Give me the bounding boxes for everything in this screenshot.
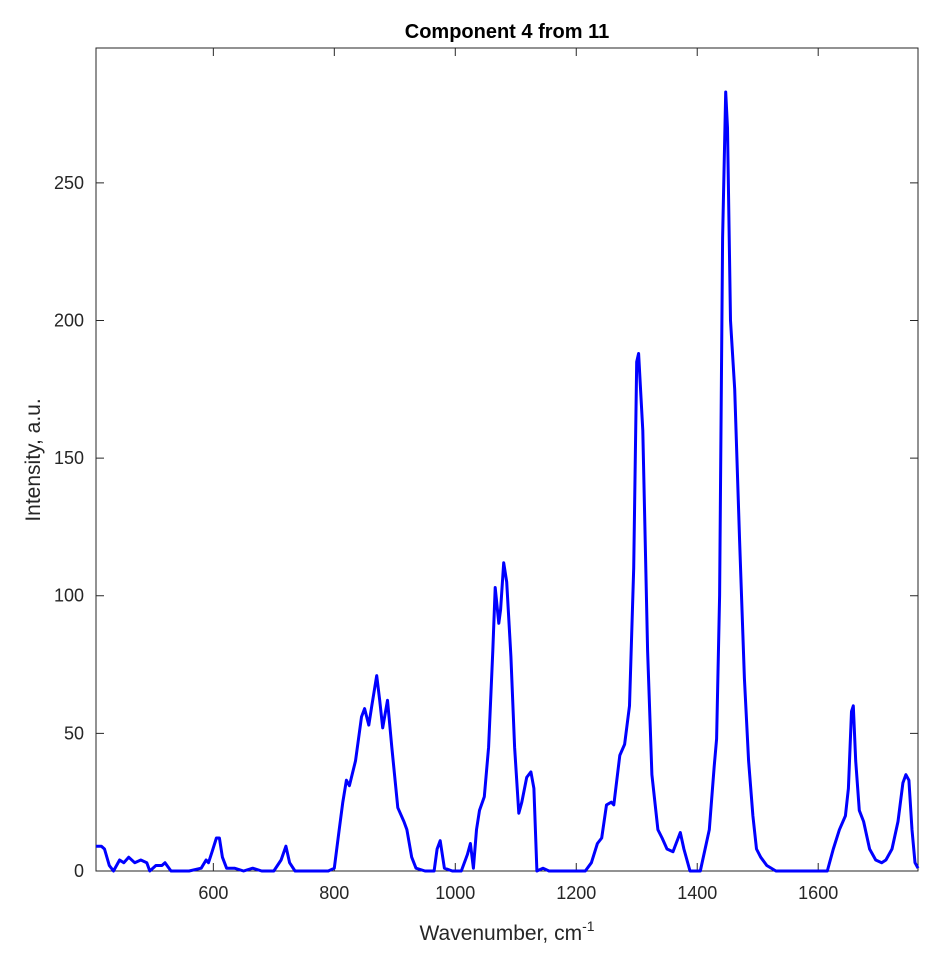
x-axis-label: Wavenumber, cm-1 xyxy=(419,918,594,945)
plot-frame xyxy=(95,47,919,872)
y-tick-label: 200 xyxy=(54,310,84,330)
spectrum-line xyxy=(96,90,920,873)
x-tick-label: 600 xyxy=(198,883,228,903)
x-label-superscript: -1 xyxy=(582,918,595,934)
x-label-text: Wavenumber, cm xyxy=(419,922,582,945)
x-tick-label: 1000 xyxy=(435,883,475,903)
chart-title: Component 4 from 11 xyxy=(405,21,609,43)
x-tick-label: 1600 xyxy=(798,883,838,903)
x-tick-label: 1400 xyxy=(677,883,717,903)
y-tick-label: 250 xyxy=(54,173,84,193)
y-axis-label: Intensity, a.u. xyxy=(22,398,45,521)
x-tick-label: 1200 xyxy=(556,883,596,903)
y-tick-label: 50 xyxy=(64,723,84,743)
x-tick-label: 800 xyxy=(319,883,349,903)
y-tick-label: 150 xyxy=(54,448,84,468)
y-tick-label: 0 xyxy=(74,861,84,881)
y-tick-label: 100 xyxy=(54,586,84,606)
